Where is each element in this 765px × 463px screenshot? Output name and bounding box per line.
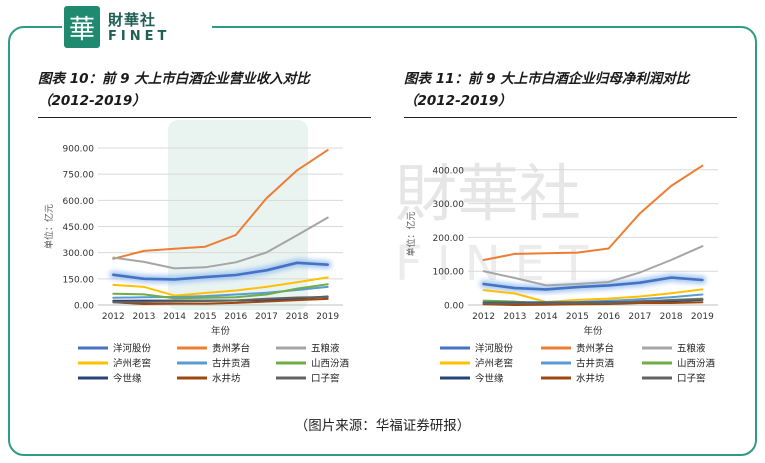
chart2-title-line2: （2012-2019） xyxy=(404,93,512,109)
c2-ytick-label: 200.00 xyxy=(433,234,465,244)
chart1-title-line1: 图表 10：前 9 大上市白酒企业营业收入对比 xyxy=(38,71,310,87)
c2-series-line xyxy=(482,276,704,291)
c2-xaxis-title: 年份 xyxy=(583,325,603,337)
logo-name-cn: 財華社 xyxy=(108,11,157,29)
c1-ytick-label: 300.00 xyxy=(63,249,95,259)
c1-legend-label: 贵州茅台 xyxy=(212,343,250,355)
c2-xtick-label: 2016 xyxy=(597,312,620,322)
c1-legend-label: 口子窖 xyxy=(311,373,340,385)
c2-xtick-label: 2017 xyxy=(628,312,651,322)
c2-xtick-label: 2015 xyxy=(566,312,589,322)
c2-xtick-label: 2014 xyxy=(535,312,558,322)
c1-legend-label: 今世缘 xyxy=(113,373,142,385)
finet-logo: 華 財華社 FINET xyxy=(62,3,212,51)
chart2-title: 图表 11：前 9 大上市白酒企业归母净利润对比 （2012-2019） xyxy=(404,68,689,112)
c2-legend-label: 古井贡酒 xyxy=(576,358,615,370)
chart2-title-line1: 图表 11：前 9 大上市白酒企业归母净利润对比 xyxy=(404,71,690,87)
c2-yaxis-title: 单位：亿元 xyxy=(405,211,417,256)
chart1-title: 图表 10：前 9 大上市白酒企业营业收入对比 （2012-2019） xyxy=(38,68,310,112)
c1-legend-label: 山西汾酒 xyxy=(311,359,350,370)
c1-xtick-label: 2016 xyxy=(224,312,247,322)
c2-legend-label: 山西汾酒 xyxy=(677,359,716,370)
c1-xtick-label: 2013 xyxy=(132,312,155,322)
chart1-title-line2: （2012-2019） xyxy=(38,93,146,109)
c2-series-line xyxy=(482,288,704,303)
c1-legend-label: 古井贡酒 xyxy=(212,358,251,370)
c2-legend-label: 五粮液 xyxy=(677,343,706,355)
c1-legend-label: 洋河股份 xyxy=(113,343,152,355)
c1-xtick-label: 2012 xyxy=(102,312,125,322)
chart-revenue: 0.00 150.00 300.00 450.00 600.00 750.00 900.00… xyxy=(43,145,350,385)
c2-legend-label: 贵州茅台 xyxy=(576,343,614,355)
logo-mark: 華 xyxy=(64,6,100,48)
c2-xtick-label: 2018 xyxy=(660,312,683,322)
c1-xtick-label: 2019 xyxy=(316,312,339,322)
c1-series-line xyxy=(112,149,329,260)
source-note: （图片来源：华福证券研报） xyxy=(294,418,471,434)
c1-ytick-label: 150.00 xyxy=(63,275,95,285)
chart-net-profit: 0.00 100.00 200.00 300.00 400.00 2012 2013 2014… xyxy=(405,164,718,385)
c1-ytick-label: 750.00 xyxy=(63,171,95,181)
chart1-title-rule xyxy=(38,117,371,118)
c2-series-line xyxy=(482,301,704,306)
c1-xtick-label: 2017 xyxy=(255,312,278,322)
c2-legend-label: 口子窖 xyxy=(677,373,706,385)
c2-ytick-label: 400.00 xyxy=(433,166,465,176)
c2-series-line xyxy=(482,298,704,305)
c1-xtick-label: 2014 xyxy=(163,312,186,322)
content-frame xyxy=(8,26,757,456)
c1-ytick-label: 600.00 xyxy=(63,197,95,207)
c1-ytick-label: 0.00 xyxy=(74,302,94,312)
c2-xtick-label: 2013 xyxy=(503,312,526,322)
c2-legend-label: 泸州老窖 xyxy=(475,358,513,370)
c2-legend-label: 今世缘 xyxy=(475,373,504,385)
c2-legend-label: 水井坊 xyxy=(576,373,605,385)
c2-ytick-label: 300.00 xyxy=(433,200,465,210)
c2-series-line xyxy=(482,245,704,287)
c1-ytick-label: 900.00 xyxy=(63,145,95,155)
c2-ytick-label: 100.00 xyxy=(433,268,465,278)
c2-xtick-label: 2019 xyxy=(691,312,714,322)
c1-xtick-label: 2018 xyxy=(286,312,309,322)
c1-yaxis-title: 单位：亿元 xyxy=(43,204,55,249)
c1-xtick-label: 2015 xyxy=(194,312,217,322)
c1-legend-label: 泸州老窖 xyxy=(113,358,151,370)
c1-ytick-label: 450.00 xyxy=(63,223,95,233)
c2-ytick-label: 0.00 xyxy=(444,302,464,312)
c1-legend-label: 水井坊 xyxy=(212,373,241,385)
c1-legend-label: 五粮液 xyxy=(311,343,340,355)
c2-series-line xyxy=(482,164,704,261)
logo-name-en: FINET xyxy=(108,29,171,44)
chart2-title-rule xyxy=(404,117,737,118)
c1-xaxis-title: 年份 xyxy=(211,325,231,337)
c2-legend-label: 洋河股份 xyxy=(475,343,514,355)
c2-xtick-label: 2012 xyxy=(472,312,495,322)
